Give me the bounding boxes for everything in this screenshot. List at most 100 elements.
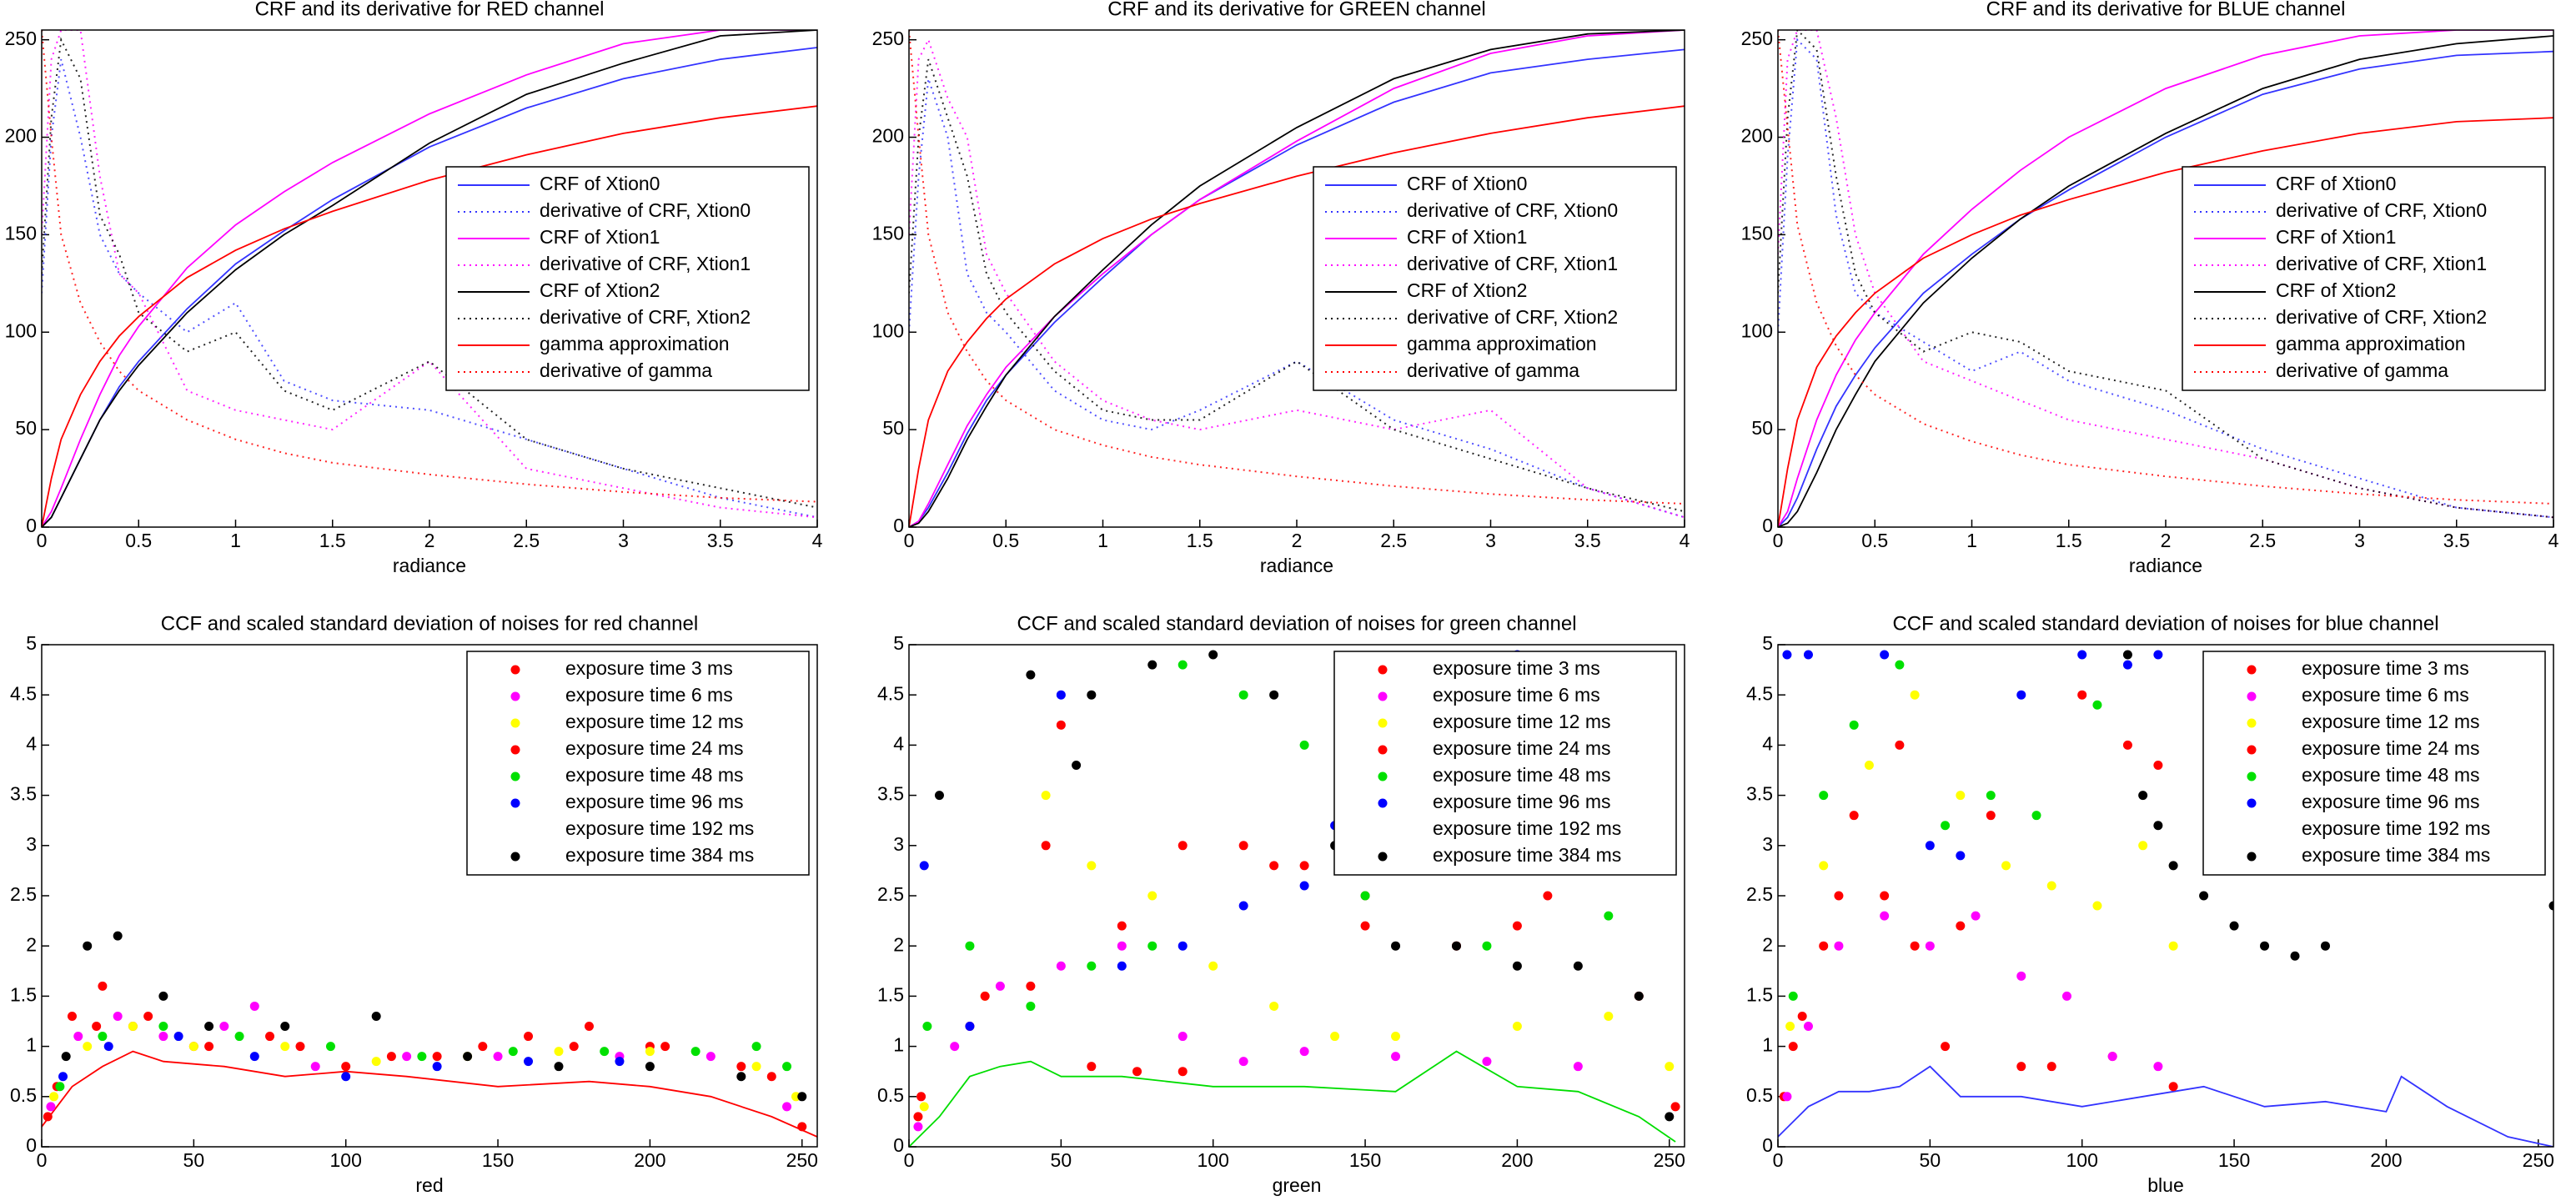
y-tick-label: 200 [5, 125, 37, 147]
y-tick-label: 2.5 [877, 883, 904, 905]
scatter-point [1269, 690, 1279, 700]
axes-box [908, 29, 1685, 528]
chart-title: CRF and its derivative for GREEN channel [1107, 0, 1486, 20]
scatter-point [1056, 961, 1066, 971]
scatter-point [83, 1042, 93, 1052]
x-tick-label: 100 [330, 1149, 362, 1171]
scatter-point [1986, 791, 1996, 801]
scatter-point [98, 1032, 108, 1042]
y-tick-label: 50 [882, 417, 904, 439]
scatter-point [2092, 700, 2102, 710]
scatter-point [2153, 650, 2163, 660]
legend-label: gamma approximation [2276, 333, 2466, 354]
legend: exposure time 3 ms exposure time 6 ms expo… [1333, 651, 1677, 876]
series-line [1778, 30, 2553, 505]
scatter-point [1087, 1062, 1097, 1072]
scatter-point [249, 1001, 259, 1011]
scatter-point [508, 1047, 518, 1057]
y-tick-label: 1.5 [10, 983, 37, 1005]
scatter-point [2122, 740, 2132, 750]
legend-label: derivative of gamma [2276, 359, 2448, 381]
legend: CRF of Xtion0 derivative of CRF, Xtion0 CR… [2182, 166, 2546, 391]
y-tick-label: 4.5 [877, 682, 904, 704]
legend-label: CRF of Xtion1 [2276, 226, 2396, 248]
x-axis-label: radiance [1260, 555, 1333, 576]
scatter-point [1880, 891, 1890, 901]
legend-swatch [1378, 798, 1388, 808]
axes-box [908, 644, 1685, 1148]
legend-box [2202, 651, 2546, 876]
scatter-point [782, 1102, 792, 1112]
y-tick-label: 100 [872, 319, 904, 341]
x-tick-label: 3 [1485, 530, 1496, 551]
scatter-point [1834, 941, 1844, 951]
scatter-point [1178, 1067, 1188, 1077]
legend-label: CRF of Xtion1 [1407, 226, 1527, 248]
scatter-point [600, 1047, 610, 1057]
legend-label: exposure time 384 ms [565, 844, 754, 866]
legend: CRF of Xtion0 derivative of CRF, Xtion0 CR… [1313, 166, 1677, 391]
y-tick-label: 5 [26, 632, 37, 654]
series-line [909, 30, 1685, 527]
scatter-point [1941, 1042, 1951, 1052]
legend-swatch [2247, 665, 2257, 675]
scatter-point [1330, 1032, 1340, 1042]
scatter-point [1238, 901, 1248, 911]
scatter-point [463, 1052, 473, 1062]
axes-box [1777, 644, 2554, 1148]
scatter-point [2290, 951, 2300, 961]
x-tick-label: 4 [812, 530, 823, 551]
legend-label: derivative of CRF, Xtion0 [2276, 199, 2487, 221]
x-tick-label: 2.5 [2249, 530, 2276, 551]
scatter-point [1819, 861, 1829, 871]
y-tick-label: 0 [26, 1134, 37, 1156]
x-tick-label: 2.5 [1380, 530, 1407, 551]
scatter-point [645, 1062, 655, 1072]
legend-label: exposure time 96 ms [1433, 791, 1610, 812]
scatter-point [1299, 740, 1309, 750]
scatter-point [1451, 941, 1461, 951]
scatter-point [310, 1062, 320, 1072]
y-tick-label: 0 [893, 515, 904, 536]
y-tick-label: 4 [26, 732, 37, 754]
scatter-point [1573, 961, 1583, 971]
scatter-point [432, 1062, 442, 1072]
scatter-point [1178, 841, 1188, 851]
y-tick-label: 0.5 [877, 1084, 904, 1106]
y-tick-label: 150 [1741, 222, 1773, 244]
legend-label: CRF of Xtion0 [540, 173, 660, 194]
legend-label: derivative of CRF, Xtion1 [540, 253, 751, 274]
x-tick-label: 50 [1051, 1149, 1072, 1171]
x-tick-label: 150 [1349, 1149, 1381, 1171]
legend-label: CRF of Xtion0 [2276, 173, 2396, 194]
scatter-point [1986, 811, 1996, 821]
scatter-point [1819, 791, 1829, 801]
chart-title: CCF and scaled standard deviation of noi… [1017, 612, 1576, 635]
scatter-point [46, 1102, 56, 1112]
scatter-point [92, 1022, 102, 1032]
y-tick-label: 2 [893, 933, 904, 955]
scatter-point [2077, 690, 2087, 700]
scatter-point [265, 1032, 275, 1042]
scatter-point [1178, 1032, 1188, 1042]
scatter-point [341, 1062, 351, 1072]
scatter-point [1604, 911, 1614, 921]
scatter-point [1782, 1092, 1792, 1102]
series-line [909, 30, 1685, 527]
y-tick-label: 3 [1762, 833, 1773, 855]
scatter-point [1147, 941, 1157, 951]
scatter-point [1895, 740, 1905, 750]
scatter-point [1026, 1001, 1036, 1011]
scatter-point [1299, 881, 1309, 891]
legend-swatch [2247, 798, 2257, 808]
y-tick-label: 3 [26, 833, 37, 855]
scatter-point [188, 1042, 198, 1052]
legend: CRF of Xtion0 derivative of CRF, Xtion0 CR… [445, 166, 810, 391]
scatter-point [645, 1047, 655, 1057]
legend-swatch [510, 745, 520, 755]
scatter-point [965, 941, 975, 951]
scatter-point [280, 1042, 290, 1052]
scatter-point [204, 1042, 214, 1052]
series-line [1778, 50, 2553, 527]
